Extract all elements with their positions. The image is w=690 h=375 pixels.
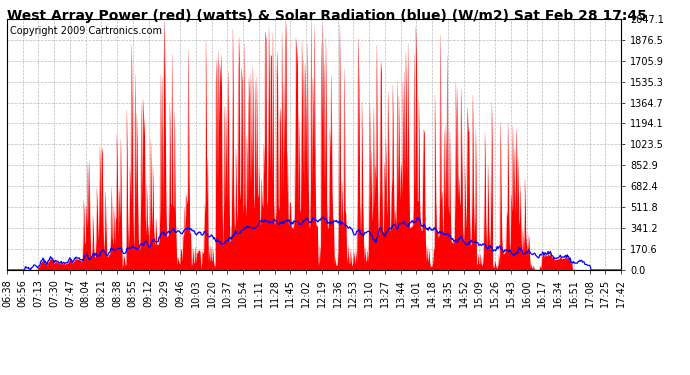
Text: West Array Power (red) (watts) & Solar Radiation (blue) (W/m2) Sat Feb 28 17:45: West Array Power (red) (watts) & Solar R… <box>7 9 647 23</box>
Text: Copyright 2009 Cartronics.com: Copyright 2009 Cartronics.com <box>10 26 162 36</box>
